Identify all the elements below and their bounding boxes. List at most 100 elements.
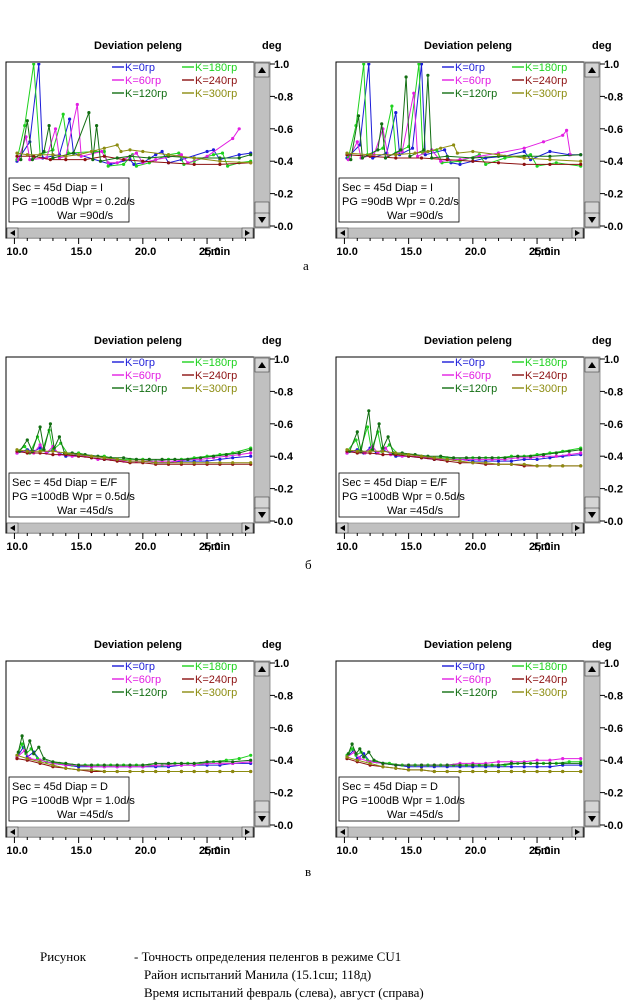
data-point (345, 151, 349, 155)
data-point (548, 158, 552, 162)
data-point (522, 457, 526, 461)
x-tick-label: 15.0 (401, 541, 422, 553)
horizontal-scrollbar[interactable] (6, 522, 254, 534)
data-point (249, 161, 253, 165)
data-point (141, 159, 145, 163)
data-point (383, 446, 388, 450)
scroll-thumb[interactable] (254, 800, 270, 814)
series-k-240-group (15, 154, 253, 166)
data-point (390, 104, 394, 108)
data-point (407, 763, 411, 767)
data-point (386, 435, 390, 439)
data-point (422, 148, 426, 152)
data-point (356, 114, 361, 118)
data-point (407, 768, 411, 772)
data-point (64, 761, 68, 765)
vertical-scrollbar[interactable] (583, 356, 601, 524)
info-box (338, 177, 460, 223)
data-point (394, 451, 398, 455)
legend-entry: K=0гр (455, 661, 485, 673)
y-tick-label: -0.4 (274, 156, 294, 168)
horizontal-scrollbar[interactable] (6, 826, 254, 838)
info-line: Sec = 45d Diap = D (12, 781, 108, 793)
vertical-scrollbar[interactable] (253, 356, 271, 524)
legend-entry: K=240гр (195, 674, 237, 686)
data-point (554, 451, 558, 455)
scroll-thumb[interactable] (584, 800, 600, 814)
series-line (346, 154, 581, 165)
data-point (350, 747, 354, 751)
data-point (237, 451, 241, 455)
vertical-scrollbar[interactable] (253, 660, 271, 828)
data-point (471, 149, 475, 154)
data-point (218, 760, 222, 764)
y-tick-label: -0.8 (604, 690, 623, 702)
series-k-120-group (16, 734, 253, 767)
horizontal-scrollbar[interactable] (336, 227, 584, 239)
data-point (218, 457, 222, 461)
data-point (548, 761, 552, 765)
sub-label-c: в (305, 864, 312, 879)
arrow-up-icon (258, 666, 266, 672)
data-point (83, 158, 87, 162)
data-point (141, 763, 145, 767)
series-line (349, 410, 581, 459)
horizontal-scrollbar[interactable] (336, 826, 584, 838)
info-line: War =45d/s (387, 505, 444, 517)
data-point (237, 757, 241, 761)
data-point (15, 448, 19, 452)
data-point (37, 63, 41, 66)
plot-area (15, 422, 253, 466)
data-point (567, 760, 571, 764)
data-point (91, 158, 95, 162)
series-k-300-group (15, 143, 253, 165)
info-line: Sec = 45d Diap = I (342, 182, 433, 194)
y-tick-label: -0.4 (604, 451, 624, 463)
data-point (24, 750, 28, 754)
scroll-thumb[interactable] (254, 496, 270, 510)
chart-panel-august-c: Deviation peleng deg 1.0 -0.8 -0.6 -0.4 -0.2 -0… (335, 639, 624, 857)
data-point (23, 124, 27, 128)
horizontal-scrollbar[interactable] (336, 522, 584, 534)
data-point (471, 156, 475, 160)
legend-entry: K=180гр (525, 62, 567, 74)
data-point (579, 761, 583, 765)
legend-entry: K=240гр (525, 674, 567, 686)
scroll-thumb[interactable] (584, 496, 600, 510)
info-line: War =45d/s (387, 809, 444, 821)
data-point (579, 153, 583, 157)
vertical-scrollbar[interactable] (583, 660, 601, 828)
data-point (376, 148, 380, 152)
scroll-thumb[interactable] (584, 201, 600, 215)
data-point (432, 456, 436, 460)
data-point (407, 453, 411, 457)
data-point (218, 162, 222, 166)
scroll-thumb[interactable] (254, 201, 270, 215)
data-point (141, 459, 145, 463)
data-point (154, 461, 158, 465)
data-point (362, 755, 366, 759)
arrow-up-icon (588, 67, 596, 73)
data-point (458, 459, 462, 463)
data-point (128, 148, 132, 152)
x-axis-label: t,min (204, 246, 231, 258)
info-line: PG =90dB Wpr = 0.2d/s (342, 196, 459, 208)
data-point (122, 456, 126, 460)
data-point (410, 146, 415, 150)
data-point (75, 102, 79, 107)
data-point (381, 765, 385, 769)
series-line (346, 751, 581, 766)
data-point (179, 153, 183, 157)
data-point (122, 158, 126, 162)
data-point (15, 151, 19, 155)
horizontal-scrollbar[interactable] (6, 227, 254, 239)
y-tick-label: -0.4 (604, 755, 624, 767)
chart-title: Deviation peleng (94, 40, 182, 52)
x-axis-label: t,min (534, 541, 561, 553)
data-point (496, 462, 501, 466)
info-line: War =45d/s (57, 505, 114, 517)
vertical-scrollbar[interactable] (253, 61, 271, 229)
data-point (28, 158, 32, 162)
data-point (496, 153, 501, 157)
vertical-scrollbar[interactable] (583, 61, 601, 229)
